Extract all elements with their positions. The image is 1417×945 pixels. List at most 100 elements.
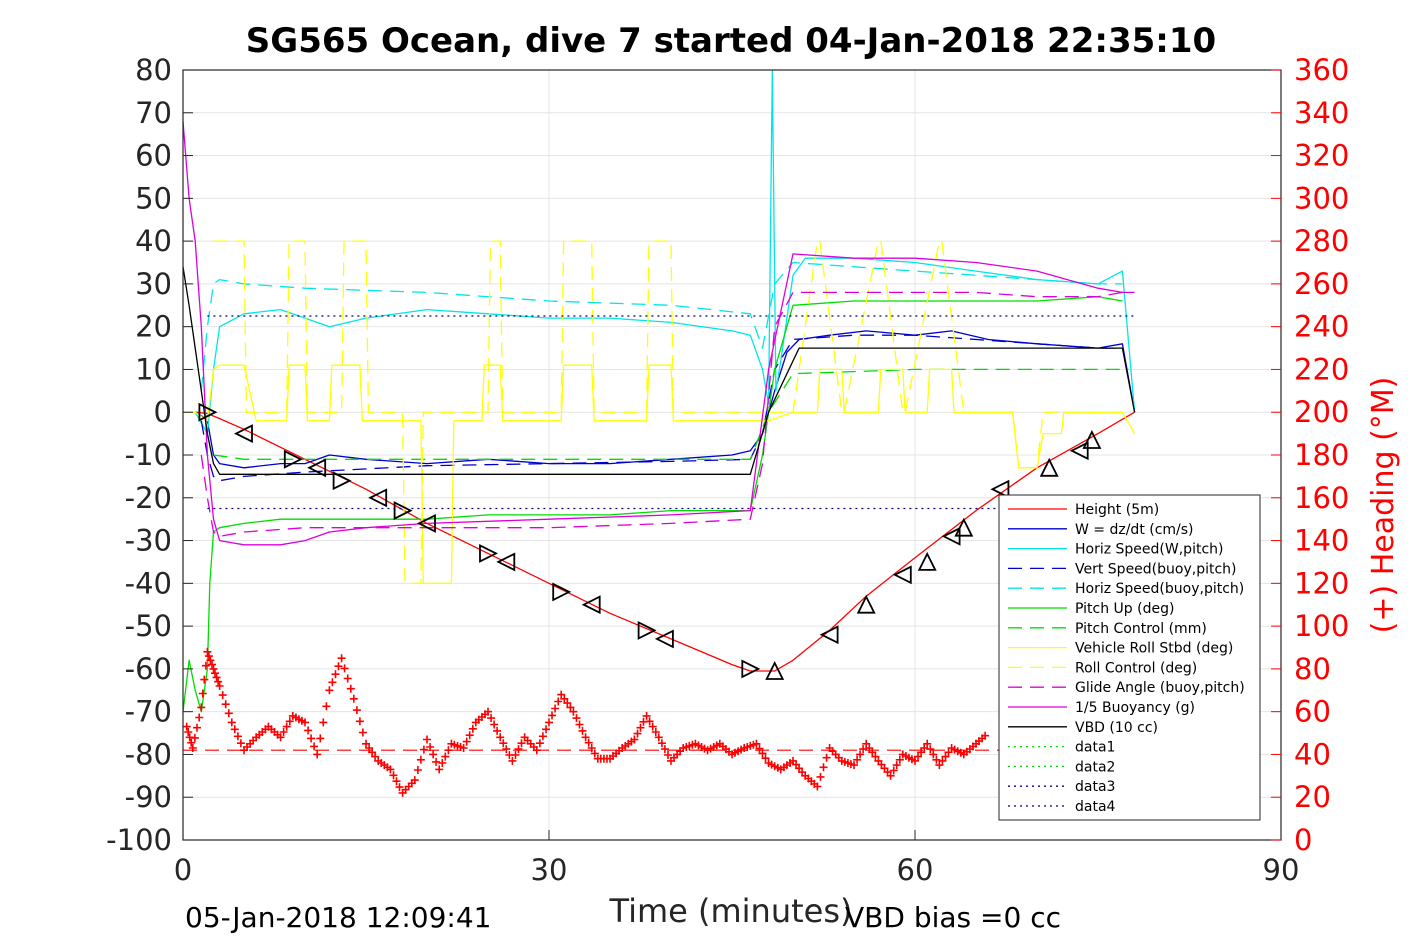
y-tick-label: 50 <box>135 181 172 215</box>
heading-marker <box>813 782 822 791</box>
ascent-direction-marker <box>954 517 974 537</box>
y-tick-label: -30 <box>125 524 172 558</box>
heading-marker <box>932 755 941 764</box>
heading-marker <box>581 733 590 742</box>
heading-marker <box>981 731 990 740</box>
series-line-w-dz-dt-cm-s <box>183 330 1136 469</box>
y-right-tick-label: 260 <box>1294 267 1349 301</box>
ascent-direction-marker <box>1082 429 1102 449</box>
ascent-direction-marker <box>819 625 839 645</box>
heading-marker <box>551 704 560 713</box>
heading-marker <box>856 750 865 759</box>
y-axis-right-label: (+) Heading (°M) <box>1366 377 1401 634</box>
heading-marker <box>392 777 401 786</box>
heading-marker <box>816 772 825 781</box>
ascent-direction-marker <box>1039 457 1059 477</box>
heading-marker <box>211 669 219 678</box>
heading-marker <box>343 674 352 683</box>
y-tick-label: -40 <box>125 566 172 600</box>
heading-marker <box>313 750 322 759</box>
heading-marker <box>459 744 468 752</box>
heading-marker <box>426 743 435 751</box>
heading-marker <box>664 751 672 759</box>
y-right-tick-label: 60 <box>1294 695 1331 729</box>
descent-direction-marker <box>332 471 352 491</box>
heading-marker <box>307 734 316 743</box>
ascent-direction-marker <box>856 594 876 614</box>
y-right-tick-label: 320 <box>1294 139 1349 173</box>
descent-direction-marker <box>637 620 657 640</box>
heading-marker <box>198 689 207 698</box>
heading-marker <box>865 744 874 752</box>
y-right-tick-label: 220 <box>1294 352 1349 386</box>
heading-marker <box>230 725 239 734</box>
legend-entry-label: 1/5 Buoyancy (g) <box>1075 700 1195 716</box>
heading-marker <box>886 771 895 780</box>
heading-marker <box>587 744 596 752</box>
heading-marker <box>532 746 541 755</box>
series-line-roll-control-deg <box>213 240 1123 584</box>
y-right-tick-label: 100 <box>1294 609 1349 643</box>
heading-marker <box>208 660 216 669</box>
series-line-glide-angle-buoy-pitch <box>200 291 1123 537</box>
heading-marker <box>633 729 642 738</box>
heading-marker <box>563 699 572 708</box>
descent-direction-marker <box>552 582 572 602</box>
series-line-height-5m <box>183 411 1135 672</box>
heading-marker <box>487 714 496 723</box>
y-right-tick-label: 240 <box>1294 310 1349 344</box>
plot-area <box>182 69 1136 797</box>
heading-marker <box>935 761 944 770</box>
footer-timestamp: 05-Jan-2018 12:09:41 <box>185 901 491 934</box>
heading-marker <box>203 647 212 656</box>
series-line-pitch-up-deg <box>182 296 1123 713</box>
heading-marker <box>340 664 349 673</box>
heading-marker <box>435 765 444 774</box>
y-right-tick-label: 180 <box>1294 438 1349 472</box>
heading-marker <box>584 738 593 747</box>
heading-marker <box>758 749 767 758</box>
heading-marker <box>182 722 191 731</box>
heading-marker <box>316 734 325 743</box>
ascent-direction-marker <box>1069 441 1089 461</box>
heading-marker <box>545 718 553 727</box>
y-right-tick-label: 360 <box>1294 53 1349 87</box>
heading-marker <box>319 718 328 727</box>
legend-entry-label: Glide Angle (buoy,pitch) <box>1075 680 1245 696</box>
y-tick-label: 60 <box>135 139 172 173</box>
y-right-tick-label: 80 <box>1294 652 1331 686</box>
y-tick-label: 80 <box>135 53 172 87</box>
heading-marker <box>346 684 355 693</box>
y-tick-label: 40 <box>135 224 172 258</box>
heading-marker <box>371 752 380 761</box>
legend-entry-label: Pitch Control (mm) <box>1075 621 1207 637</box>
heading-marker <box>514 745 523 754</box>
descent-direction-marker <box>654 629 674 649</box>
legend-entry-label: data3 <box>1075 779 1115 795</box>
heading-marker <box>279 728 288 736</box>
y-right-tick-label: 0 <box>1294 823 1312 857</box>
heading-marker <box>432 757 441 766</box>
series-line-horiz-speed-buoy-pitch <box>200 261 1123 391</box>
ascent-direction-marker <box>917 551 937 571</box>
heading-marker <box>355 717 364 726</box>
descent-direction-marker <box>198 402 218 422</box>
heading-marker <box>923 739 932 748</box>
heading-marker <box>511 751 520 759</box>
heading-marker <box>325 686 334 695</box>
heading-marker <box>206 656 215 665</box>
heading-marker <box>301 718 309 727</box>
heading-marker <box>657 739 666 748</box>
heading-marker <box>484 707 492 716</box>
heading-marker <box>926 745 935 754</box>
x-tick-label: 0 <box>174 853 192 887</box>
heading-marker <box>538 732 547 741</box>
legend-entry-label: VBD (10 cc) <box>1075 720 1158 736</box>
heading-marker <box>636 723 645 732</box>
y-tick-label: -80 <box>125 737 172 771</box>
descent-direction-marker <box>393 501 413 521</box>
heading-marker <box>233 732 242 741</box>
heading-marker <box>542 725 550 734</box>
heading-marker <box>490 720 499 729</box>
heading-marker <box>548 711 556 720</box>
